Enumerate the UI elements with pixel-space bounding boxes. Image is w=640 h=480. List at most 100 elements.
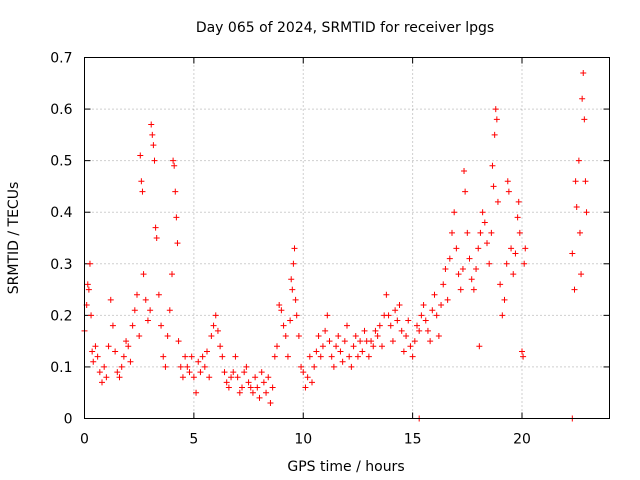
data-point [499, 312, 506, 319]
data-point [490, 183, 497, 190]
y-tick-label: 0 [64, 412, 73, 428]
data-point [221, 369, 228, 376]
data-point [136, 332, 143, 339]
data-point [214, 327, 221, 334]
data-point [370, 343, 377, 350]
data-point [493, 116, 500, 123]
data-point [368, 338, 375, 345]
data-point [131, 307, 138, 314]
y-tick-label: 0.6 [50, 102, 72, 118]
data-point [186, 369, 193, 376]
data-point [260, 379, 267, 386]
data-point [497, 281, 504, 288]
data-point [197, 369, 204, 376]
data-point [129, 322, 136, 329]
data-point [449, 229, 455, 236]
data-point [466, 255, 473, 262]
data-point [326, 338, 333, 345]
data-point [263, 389, 270, 396]
data-point [427, 338, 434, 345]
data-point [516, 229, 523, 236]
data-point [193, 389, 200, 396]
data-point [453, 245, 460, 252]
data-point [354, 353, 361, 360]
data-point [576, 229, 583, 236]
data-point [254, 384, 261, 391]
data-point [376, 322, 383, 329]
data-point [219, 353, 226, 360]
data-point [435, 332, 442, 339]
data-point [153, 235, 160, 241]
data-point [424, 327, 431, 334]
data-point [204, 348, 210, 355]
data-point [317, 353, 324, 360]
data-point [451, 209, 458, 216]
y-axis-label: SRMTID / TECUs [6, 182, 22, 295]
data-point [379, 343, 385, 350]
data-point [514, 214, 521, 221]
data-point [232, 353, 239, 360]
data-point [575, 157, 582, 164]
data-point [339, 358, 346, 365]
data-point [361, 327, 368, 334]
data-point [282, 332, 289, 339]
data-point [274, 343, 280, 350]
x-tick-label: 0 [80, 432, 89, 448]
axis-ticks: 0 5 10 15 20 0 0.1 0.2 0.3 0.4 0.5 0.6 0.7 [50, 51, 610, 448]
data-point [420, 302, 427, 309]
data-point [383, 291, 390, 298]
data-point [341, 338, 348, 345]
data-point [101, 363, 108, 370]
data-point [319, 343, 326, 350]
data-point [112, 348, 119, 355]
data-point [374, 332, 381, 339]
data-point [84, 281, 91, 288]
data-point [164, 332, 171, 339]
data-point [521, 260, 528, 267]
data-point [228, 374, 235, 381]
data-point [505, 188, 512, 195]
data-point [149, 131, 156, 138]
data-point [365, 353, 372, 360]
data-point [309, 379, 315, 386]
data-point [470, 286, 477, 293]
data-point [583, 209, 590, 216]
data-point [199, 353, 206, 360]
chart-title: Day 065 of 2024, SRMTID for receiver lpg… [196, 20, 494, 36]
data-point [433, 312, 440, 319]
data-point [394, 317, 401, 324]
data-point [385, 312, 392, 319]
data-point [239, 384, 245, 391]
data-point [311, 363, 318, 370]
data-point [512, 250, 519, 257]
data-point [295, 332, 302, 339]
y-tick-label: 0.4 [50, 205, 72, 221]
data-point [184, 363, 191, 370]
data-points [81, 69, 590, 422]
data-point [85, 286, 92, 293]
data-point [247, 384, 254, 391]
data-point [459, 265, 466, 272]
data-point [88, 312, 95, 319]
data-point [429, 307, 436, 314]
data-point [148, 121, 155, 128]
data-point [335, 332, 342, 339]
data-point [269, 384, 276, 391]
data-point [346, 353, 353, 360]
x-axis-label: GPS time / hours [287, 459, 404, 475]
data-point [403, 332, 410, 339]
data-point [293, 312, 300, 319]
data-point [225, 384, 232, 391]
data-point [245, 379, 252, 386]
data-point [359, 348, 366, 355]
data-point [210, 322, 217, 329]
data-point [446, 255, 453, 262]
data-point [258, 369, 265, 376]
data-point [414, 322, 420, 329]
data-point [195, 358, 202, 365]
data-point [271, 353, 278, 360]
data-point [348, 363, 355, 370]
data-point [302, 384, 309, 391]
data-point [515, 198, 522, 205]
data-point [188, 353, 195, 360]
